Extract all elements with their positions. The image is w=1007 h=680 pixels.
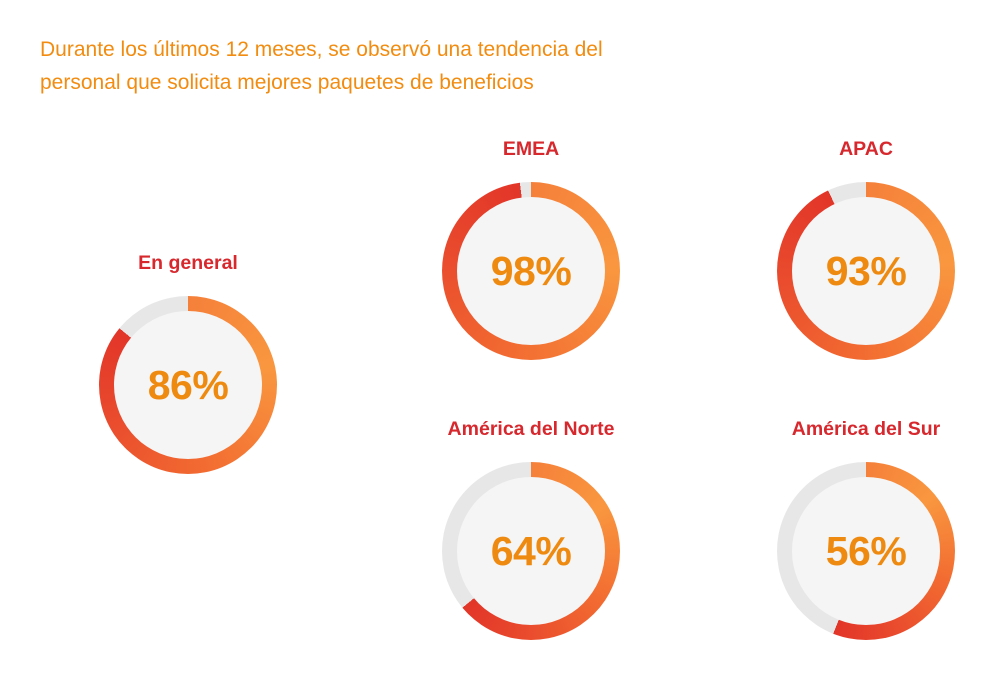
donut-apac: APAC 93% <box>777 138 955 360</box>
donut-hole: 64% <box>457 477 605 625</box>
chart-title-line-1: Durante los últimos 12 meses, se observó… <box>40 38 603 61</box>
donut-value: 86% <box>147 361 229 408</box>
donut-label: América del Sur <box>791 418 941 440</box>
donut-value: 93% <box>825 247 907 294</box>
donut-label: América del Norte <box>447 418 615 440</box>
donut-america-del-sur: América del Sur 56% <box>777 418 955 640</box>
chart-title: Durante los últimos 12 meses, se observó… <box>40 33 680 99</box>
donut-ring: 56% <box>777 462 955 640</box>
donut-hole: 56% <box>792 477 940 625</box>
donut-en-general: En general 86% <box>99 252 277 474</box>
donut-hole: 86% <box>114 311 262 459</box>
donut-label: En general <box>138 252 238 274</box>
donut-ring: 64% <box>442 462 620 640</box>
donut-label: EMEA <box>502 138 560 160</box>
donut-america-del-norte: América del Norte 64% <box>442 418 620 640</box>
donut-ring: 93% <box>777 182 955 360</box>
donut-ring: 98% <box>442 182 620 360</box>
donut-label: APAC <box>839 138 893 160</box>
donut-ring: 86% <box>99 296 277 474</box>
donut-hole: 93% <box>792 197 940 345</box>
donut-emea: EMEA 98% <box>442 138 620 360</box>
chart-title-line-2: personal que solicita mejores paquetes d… <box>40 71 534 94</box>
donut-value: 64% <box>490 527 572 574</box>
donut-hole: 98% <box>457 197 605 345</box>
donut-value: 98% <box>490 247 572 294</box>
donut-value: 56% <box>825 527 907 574</box>
